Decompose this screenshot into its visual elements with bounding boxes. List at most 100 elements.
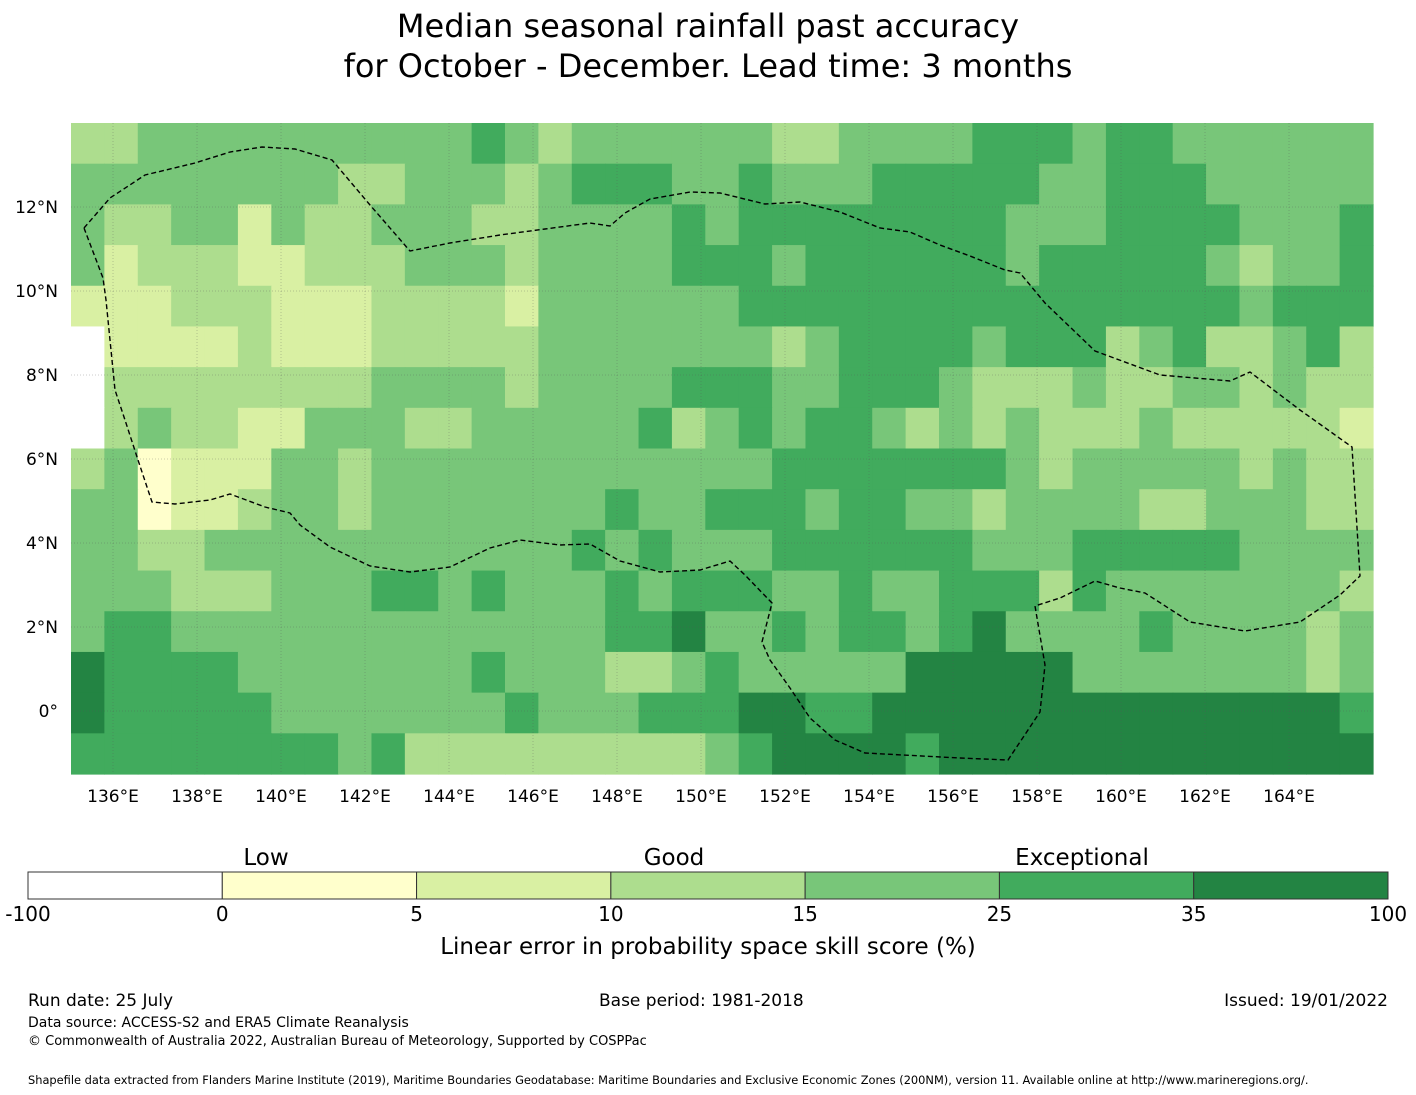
grid-cell <box>137 123 172 165</box>
grid-cell <box>71 123 105 165</box>
eez-boundary-line <box>83 146 1361 761</box>
grid-cell <box>838 123 873 165</box>
grid-cell <box>1206 163 1241 205</box>
grid-cell <box>237 204 272 246</box>
grid-cell <box>137 204 172 246</box>
grid-cell <box>671 285 706 328</box>
graticule <box>71 123 1373 774</box>
grid-cell <box>705 692 740 734</box>
grid-cell <box>939 163 973 205</box>
grid-cell <box>1272 529 1307 572</box>
grid-cell <box>571 326 606 368</box>
grid-cell <box>1005 570 1040 612</box>
grid-cell <box>905 285 940 328</box>
grid-cell <box>705 611 740 653</box>
grid-cell <box>71 285 105 328</box>
grid-cell <box>338 692 373 734</box>
grid-cell <box>404 611 439 653</box>
grid-cell <box>371 285 406 328</box>
grid-cell <box>104 367 139 409</box>
grid-cell <box>237 570 272 612</box>
grid-cell <box>404 733 439 775</box>
grid-cell <box>1306 407 1341 450</box>
grid-cell <box>1306 245 1341 287</box>
grid-cell <box>505 529 539 572</box>
grid-cell <box>1039 163 1074 205</box>
grid-cell <box>104 204 139 246</box>
grid-cell <box>772 692 807 734</box>
grid-cell <box>1172 163 1207 205</box>
grid-cell <box>271 123 306 165</box>
grid-cell <box>1139 570 1174 612</box>
grid-cell <box>671 367 706 409</box>
grid-cell <box>972 733 1007 775</box>
grid-cell <box>371 326 406 368</box>
grid-cell <box>1272 163 1307 205</box>
grid-cell <box>638 326 673 368</box>
grid-cell <box>1139 407 1174 450</box>
grid-cell <box>137 651 172 694</box>
grid-cell <box>872 123 907 165</box>
grid-cell <box>605 489 640 531</box>
grid-cell <box>939 123 973 165</box>
grid-cell <box>805 448 840 490</box>
grid-cell <box>137 448 172 490</box>
grid-cell <box>939 448 973 490</box>
grid-cell <box>471 489 506 531</box>
grid-cell <box>905 326 940 368</box>
grid-cell <box>1272 448 1307 490</box>
grid-cell <box>1306 733 1341 775</box>
grid-cell <box>772 285 807 328</box>
run-date: Run date: 25 July <box>28 991 174 1011</box>
grid-cell <box>71 367 105 409</box>
grid-cell <box>1139 326 1174 368</box>
grid-cell <box>438 611 473 653</box>
grid-cell <box>1105 489 1140 531</box>
grid-cell <box>705 204 740 246</box>
grid-cell <box>1172 123 1207 165</box>
grid-cell <box>371 367 406 409</box>
grid-cell <box>605 326 640 368</box>
grid-cell <box>1139 733 1174 775</box>
grid-cell <box>371 489 406 531</box>
grid-cell <box>237 285 272 328</box>
grid-cell <box>204 285 239 328</box>
grid-cell <box>505 163 539 205</box>
grid-cell <box>104 163 139 205</box>
grid-cell <box>638 529 673 572</box>
grid-cell <box>671 407 706 450</box>
grid-cell <box>705 245 740 287</box>
grid-cell <box>1039 123 1074 165</box>
grid-cell <box>738 123 773 165</box>
grid-cell <box>438 733 473 775</box>
grid-cell <box>338 651 373 694</box>
grid-cell <box>471 407 506 450</box>
grid-cell <box>471 448 506 490</box>
grid-cell <box>838 529 873 572</box>
grid-cell <box>438 285 473 328</box>
grid-cell <box>1072 651 1107 694</box>
grid-cell <box>204 245 239 287</box>
longitude-tick-label: 136°E <box>87 787 139 807</box>
grid-cell <box>1206 489 1241 531</box>
grid-cell <box>972 529 1007 572</box>
grid-cell <box>271 204 306 246</box>
grid-cell <box>1272 326 1307 368</box>
grid-cell <box>237 692 272 734</box>
grid-cell <box>404 651 439 694</box>
grid-cell <box>1039 529 1074 572</box>
grid-cell <box>1206 448 1241 490</box>
map-title-line-2: for October - December. Lead time: 3 mon… <box>343 47 1073 85</box>
grid-cell <box>805 204 840 246</box>
grid-cell <box>738 326 773 368</box>
grid-cell <box>838 651 873 694</box>
grid-cell <box>438 692 473 734</box>
grid-cell <box>972 123 1007 165</box>
grid-cell <box>338 245 373 287</box>
grid-cell <box>571 245 606 287</box>
grid-cell <box>371 733 406 775</box>
grid-cell <box>738 163 773 205</box>
grid-cell <box>505 123 539 165</box>
grid-cell <box>1105 651 1140 694</box>
grid-cell <box>538 570 573 612</box>
